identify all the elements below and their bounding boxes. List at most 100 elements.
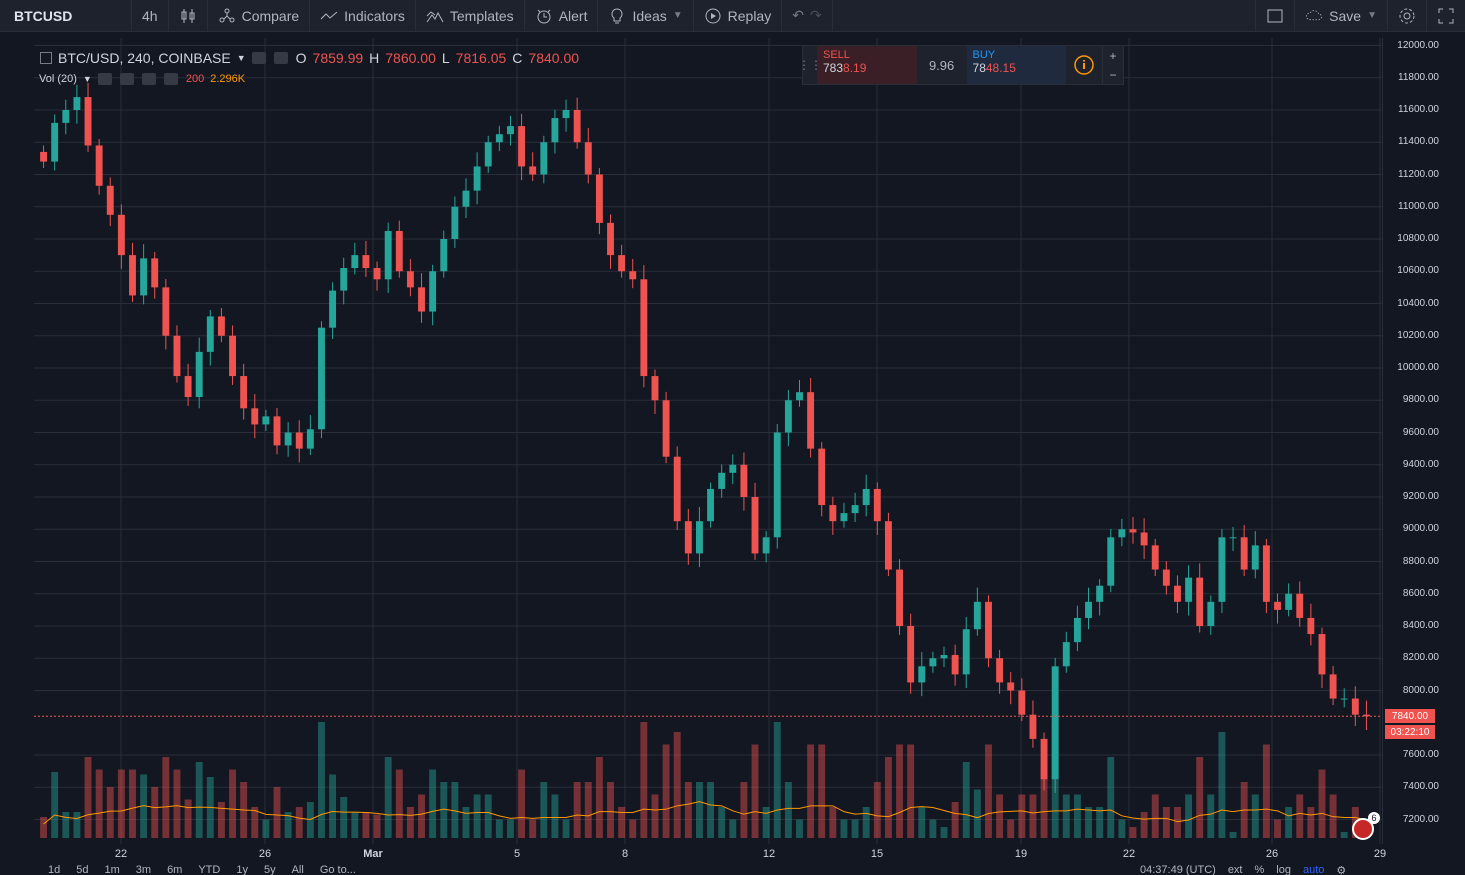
range-button[interactable]: 1m [104,864,120,875]
range-button[interactable]: 1d [48,864,61,875]
chart-pane[interactable] [34,38,1382,844]
candle-body [740,464,748,497]
symbol-search[interactable]: BTCUSD [0,0,132,32]
gear-icon [1399,8,1415,23]
price-tick-label: 8800.00 [1402,555,1439,567]
volume-bar [1151,794,1159,838]
volume-bar [1073,794,1081,838]
fullscreen-icon [1438,8,1454,23]
volume-bar [595,757,603,838]
volume-bar [1196,757,1204,838]
candle-body [1040,738,1048,780]
info-button[interactable] [1066,46,1102,84]
volume-bar [1251,794,1259,838]
candle-body [1329,674,1337,699]
increase-button[interactable]: + [1109,48,1117,63]
templates-button[interactable]: Templates [416,0,525,32]
vol-settings-icon[interactable] [119,73,134,85]
interval-button[interactable]: 4h [132,0,169,32]
volume-bar [340,797,348,838]
price-tick-label: 11800.00 [1398,71,1439,83]
range-button[interactable]: 5y [263,864,276,875]
volume-bar [1007,819,1015,838]
legend-settings-icon[interactable] [273,52,288,64]
sell-label: SELL [823,49,850,61]
compare-icon [219,8,235,22]
vol-close-icon[interactable] [163,73,178,85]
price-axis[interactable]: 12000.00 11800.00 11600.00 11400.00 11200.00… [1382,38,1465,844]
log-toggle[interactable]: log [1276,864,1291,875]
collapse-legend-icon[interactable] [40,52,52,64]
price-tick-label: 7400.00 [1402,781,1439,793]
alert-button[interactable]: Alert [525,0,599,32]
volume-dropdown-icon[interactable]: ▼ [82,74,92,84]
volume-bar [985,744,992,838]
percent-toggle[interactable]: % [1254,864,1265,875]
volume-bar [484,794,492,838]
decrease-button[interactable]: − [1109,67,1117,82]
drag-handle-icon[interactable]: ⋮⋮ [798,58,822,72]
layout-button[interactable] [1255,0,1296,32]
chart-style-button[interactable] [169,0,208,32]
low-label: L [441,50,450,66]
legend-dropdown-icon[interactable]: ▼ [236,53,246,63]
range-button[interactable]: 3m [135,864,152,875]
volume-bar [996,794,1004,838]
undo-icon[interactable]: ↶ [792,7,804,23]
fullscreen-button[interactable] [1427,0,1465,32]
vol-add-icon[interactable] [141,73,156,85]
settings-button[interactable] [1388,0,1427,32]
range-button[interactable]: All [291,864,304,875]
candle-body [584,142,592,175]
high-value: 7860.00 [385,50,436,66]
ideas-button[interactable]: Ideas ▼ [598,0,694,32]
compare-button[interactable]: Compare [208,0,311,32]
candle-body [973,601,981,630]
volume-legend: Vol (20) ▼ 200 2.296K [39,73,245,85]
replay-icon [705,8,721,23]
candle-body [329,290,337,328]
volume-bar [973,789,981,838]
volume-ma-line [43,801,1367,825]
bottom-right-controls: 04:37:49 (UTC) ext % log auto ⚙ [1140,864,1346,875]
candle-body [217,316,225,336]
volume-bar [662,744,670,838]
range-button[interactable]: YTD [198,864,221,875]
candle-body [540,142,548,175]
volume-bar [284,812,292,838]
volume-title[interactable]: Vol (20) [39,73,77,85]
candle-body [507,126,514,135]
candle-body [1062,642,1070,667]
buy-button[interactable]: BUY 7848.15 [966,46,1067,84]
time-tick-label: 22 [1122,848,1136,860]
ext-toggle[interactable]: ext [1227,864,1243,875]
candlestick-chart[interactable] [34,38,1382,844]
vol-eye-icon[interactable] [97,73,112,85]
candle-body [718,472,726,489]
price-tick-label: 8400.00 [1402,620,1439,631]
range-button[interactable]: 1y [236,864,248,875]
legend-title[interactable]: BTC/USD, 240, COINBASE [58,50,231,66]
utc-clock[interactable]: 04:37:49 (UTC) [1140,864,1216,875]
range-button[interactable]: 6m [167,864,183,875]
volume-bar [851,819,859,838]
candle-body [429,271,437,312]
bottom-gear-icon[interactable]: ⚙ [1336,865,1347,875]
volume-bar [295,807,303,838]
flag-badge[interactable]: 6 [1352,812,1380,840]
legend-eye-icon[interactable] [251,52,266,64]
open-value: 7859.99 [312,50,364,66]
candle-body [273,416,281,446]
range-button[interactable]: 5d [76,864,89,875]
range-button[interactable]: Go to... [319,864,356,875]
auto-toggle[interactable]: auto [1302,864,1325,875]
volume-bar [929,819,937,838]
redo-icon[interactable]: ↷ [809,7,822,23]
candle-body [473,166,481,191]
save-button[interactable]: Save ▼ [1295,0,1388,32]
ideas-chevron-down-icon: ▼ [672,10,683,21]
indicators-button[interactable]: Indicators [310,0,416,32]
sell-button[interactable]: SELL 7838.19 [817,46,917,84]
candle-body [896,569,903,626]
replay-button[interactable]: Replay [694,0,783,32]
